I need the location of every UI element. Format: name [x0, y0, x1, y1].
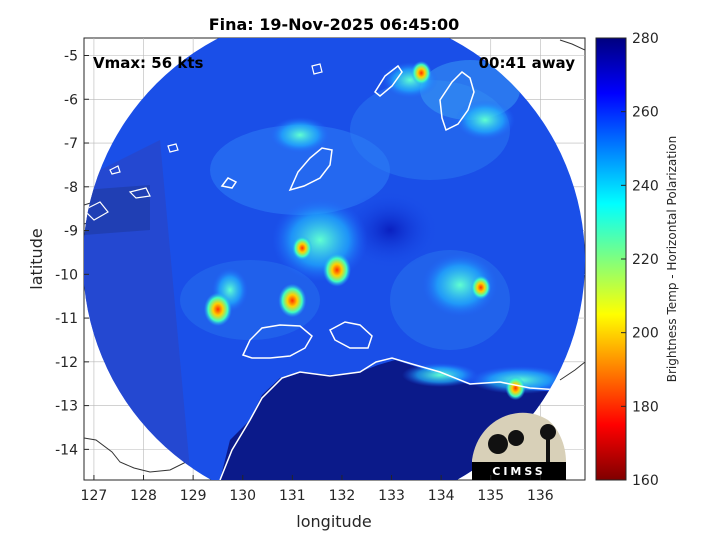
cold-core [278, 283, 307, 318]
cimss-logo: CIMSS [472, 412, 566, 480]
x-tick-label: 127 [81, 488, 108, 504]
colorbar-tick-label: 160 [632, 473, 659, 489]
x-tick-label: 133 [378, 488, 405, 504]
colorbar-tick-label: 220 [632, 252, 659, 268]
y-tick-label: -13 [55, 399, 78, 415]
y-tick-label: -9 [64, 224, 78, 240]
time-away-annotation: 00:41 away [479, 54, 576, 72]
colorbar-ticks: 280 260 240 220 200 180 160 [621, 31, 659, 489]
logo-text: CIMSS [492, 465, 545, 478]
y-tick-label: -14 [55, 442, 78, 458]
colorbar-tick-label: 260 [632, 105, 659, 121]
y-tick-label: -10 [55, 267, 78, 283]
y-tick-label: -7 [64, 136, 78, 152]
x-tick-label: 128 [130, 488, 157, 504]
coastline-outside-north [559, 39, 585, 51]
cold-core [505, 376, 526, 401]
colorbar-tick-label: 200 [632, 326, 659, 342]
colorbar-label: Brightness Temp - Horizontal Polarizatio… [665, 136, 679, 383]
colorbar-tick-label: 240 [632, 178, 659, 194]
x-tick-label: 130 [229, 488, 256, 504]
cold-core [322, 253, 351, 287]
colorbar-tick-label: 280 [632, 31, 659, 47]
x-tick-label: 136 [527, 488, 554, 504]
y-axis-label: latitude [27, 228, 46, 289]
y-axis-ticks: -5 -6 -7 -8 -9 -10 -11 -12 -13 -14 [55, 49, 89, 458]
cold-core [292, 236, 313, 261]
coastline-outside-east [559, 361, 585, 381]
y-tick-label: -6 [64, 92, 78, 108]
cold-cores [203, 61, 526, 401]
x-tick-label: 131 [279, 488, 306, 504]
x-axis-ticks: 127 128 129 130 131 132 133 134 135 136 [81, 475, 554, 504]
x-tick-label: 135 [477, 488, 504, 504]
vmax-annotation: Vmax: 56 kts [93, 54, 203, 72]
colorbar-tick-label: 180 [632, 399, 659, 415]
y-tick-label: -11 [55, 311, 78, 327]
y-tick-label: -12 [55, 355, 78, 371]
x-axis-label: longitude [296, 512, 371, 531]
cold-core [411, 61, 432, 86]
x-tick-label: 132 [329, 488, 356, 504]
x-tick-label: 134 [428, 488, 455, 504]
swath-image [84, 38, 585, 480]
x-tick-label: 129 [180, 488, 207, 504]
y-tick-label: -8 [64, 180, 78, 196]
cold-core [470, 275, 491, 300]
y-tick-label: -5 [64, 49, 78, 65]
cold-core [203, 292, 232, 327]
chart-title: Fina: 19-Nov-2025 06:45:00 [209, 15, 460, 34]
